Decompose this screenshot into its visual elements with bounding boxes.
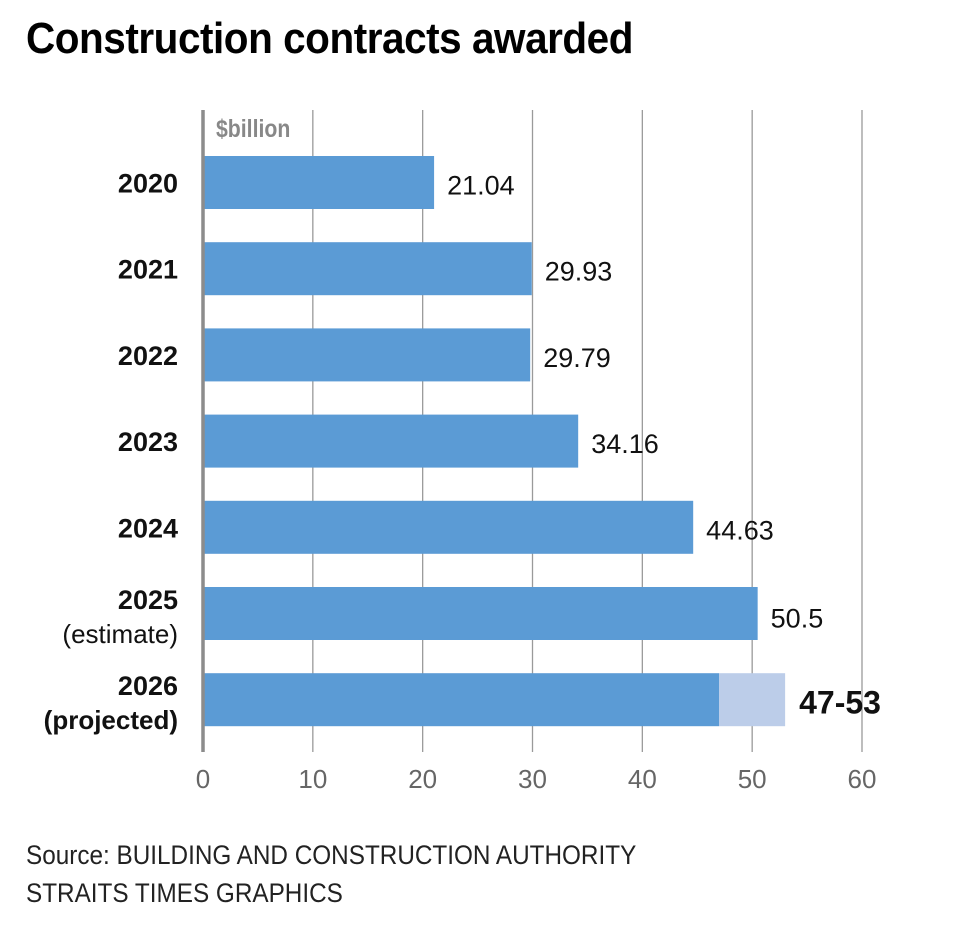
y-tick-sublabel: (estimate): [62, 619, 178, 649]
y-tick-label: 2025: [118, 585, 178, 615]
y-tick-label: 2020: [118, 169, 178, 199]
data-label: 29.93: [545, 257, 613, 287]
data-label: 29.79: [543, 343, 611, 373]
bar: [203, 673, 720, 727]
x-tick-label: 0: [196, 764, 210, 794]
bar-chart: 0 10 20 30 40 50 60 $billion 21.04 2020 29.93 2021 2…: [44, 110, 881, 794]
y-tick-label: 2026: [118, 671, 178, 701]
bar: [203, 328, 531, 382]
x-tick-label: 60: [848, 764, 877, 794]
bar: [203, 242, 532, 296]
source-line-2: STRAITS TIMES GRAPHICS: [26, 878, 343, 908]
x-tick-label: 50: [738, 764, 767, 794]
y-tick-label: 2024: [118, 513, 178, 543]
x-tick-label: 20: [408, 764, 437, 794]
chart-title: Construction contracts awarded: [26, 14, 633, 63]
y-tick-label: 2021: [118, 255, 178, 285]
data-label: 34.16: [591, 429, 659, 459]
data-label: 21.04: [447, 171, 515, 201]
bar: [203, 587, 758, 640]
data-label: 44.63: [706, 515, 774, 545]
unit-label: $billion: [216, 114, 290, 142]
x-tick-label: 10: [298, 764, 327, 794]
source-line-1: Source: BUILDING AND CONSTRUCTION AUTHOR…: [26, 840, 637, 870]
data-label: 50.5: [771, 604, 824, 634]
x-tick-label: 30: [518, 764, 547, 794]
y-tick-label: 2023: [118, 427, 178, 457]
bar: [203, 156, 435, 209]
y-tick-sublabel: (projected): [44, 705, 178, 735]
x-tick-label: 40: [628, 764, 657, 794]
bar-range: [719, 673, 786, 727]
y-tick-label: 2022: [118, 341, 178, 371]
bar: [203, 500, 694, 554]
bar: [203, 414, 579, 468]
data-label: 47-53: [799, 685, 881, 721]
